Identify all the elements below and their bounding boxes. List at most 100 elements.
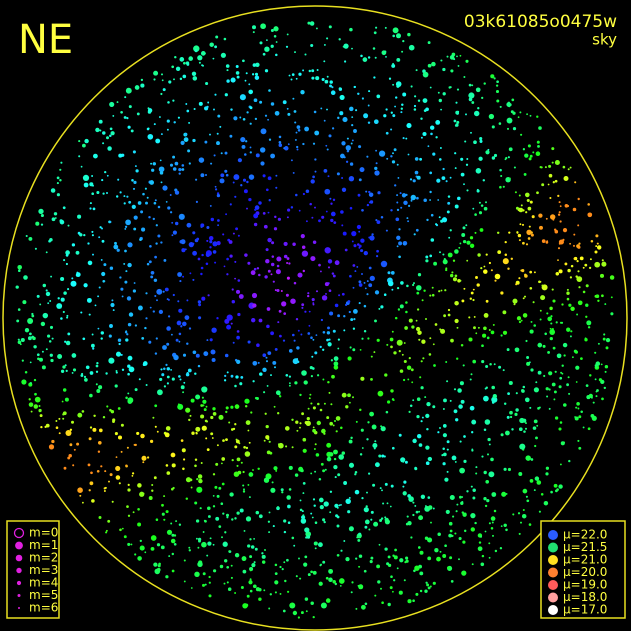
star <box>273 405 276 408</box>
star <box>231 288 234 291</box>
star <box>380 305 384 309</box>
star <box>520 204 523 207</box>
star <box>378 307 381 310</box>
star <box>596 242 599 245</box>
star <box>522 241 525 245</box>
star <box>334 260 340 266</box>
star <box>186 63 190 66</box>
star <box>432 581 436 585</box>
star <box>237 312 241 317</box>
star <box>252 31 255 34</box>
star <box>466 259 469 262</box>
star <box>477 253 481 257</box>
star <box>247 340 251 344</box>
star <box>306 416 310 421</box>
star <box>208 575 211 579</box>
star <box>231 518 234 521</box>
star <box>488 443 491 446</box>
star <box>486 498 490 503</box>
star <box>228 550 231 553</box>
star <box>477 546 483 552</box>
star <box>476 188 479 191</box>
star <box>515 392 518 395</box>
star <box>283 147 286 150</box>
star <box>492 534 494 537</box>
star <box>256 343 260 347</box>
star <box>585 303 589 307</box>
star <box>329 511 332 514</box>
star <box>562 165 566 169</box>
star <box>419 571 424 576</box>
star <box>200 51 206 56</box>
star <box>170 333 173 336</box>
star <box>167 101 170 104</box>
star <box>456 55 458 58</box>
star <box>151 168 155 172</box>
star <box>563 354 566 357</box>
star <box>233 116 238 121</box>
star <box>39 303 42 306</box>
star <box>365 505 368 508</box>
star <box>575 406 578 409</box>
star <box>522 148 526 151</box>
star <box>388 77 392 80</box>
star <box>312 406 316 410</box>
star <box>349 106 354 112</box>
star <box>299 508 303 512</box>
star <box>422 98 428 104</box>
magnitude-label: m=2 <box>29 551 58 565</box>
star <box>513 303 516 306</box>
star <box>479 228 484 232</box>
star <box>459 440 462 443</box>
star <box>178 332 182 336</box>
star <box>421 299 424 302</box>
star <box>393 579 396 582</box>
star <box>437 199 440 201</box>
star <box>561 303 564 306</box>
star <box>124 331 128 334</box>
star <box>549 336 553 341</box>
star <box>290 206 294 209</box>
star <box>154 199 157 202</box>
star <box>178 340 181 343</box>
star <box>414 466 417 470</box>
star <box>292 171 295 174</box>
star <box>178 375 181 378</box>
star <box>57 297 60 300</box>
star <box>445 180 448 183</box>
star <box>266 39 268 41</box>
star <box>333 221 337 224</box>
star <box>447 252 453 258</box>
star <box>127 322 132 327</box>
star <box>206 554 209 557</box>
star <box>524 153 529 158</box>
star <box>460 157 464 161</box>
star <box>378 543 381 546</box>
star <box>544 166 547 169</box>
star <box>286 276 290 280</box>
star <box>442 259 448 265</box>
star <box>426 401 431 407</box>
star <box>29 332 32 336</box>
star <box>109 473 113 477</box>
star <box>302 269 305 273</box>
star <box>455 510 458 513</box>
star <box>310 43 314 48</box>
star <box>160 181 163 184</box>
star <box>609 275 615 280</box>
star <box>198 157 205 163</box>
star <box>449 399 452 402</box>
star <box>526 361 531 366</box>
star <box>310 472 313 475</box>
star <box>351 240 354 243</box>
star <box>273 35 277 38</box>
star <box>304 420 308 425</box>
star <box>539 318 542 321</box>
star <box>308 324 311 327</box>
star <box>40 425 43 429</box>
star <box>603 386 606 390</box>
star <box>278 141 282 144</box>
star <box>120 110 123 114</box>
star <box>567 268 571 273</box>
star <box>553 398 556 401</box>
